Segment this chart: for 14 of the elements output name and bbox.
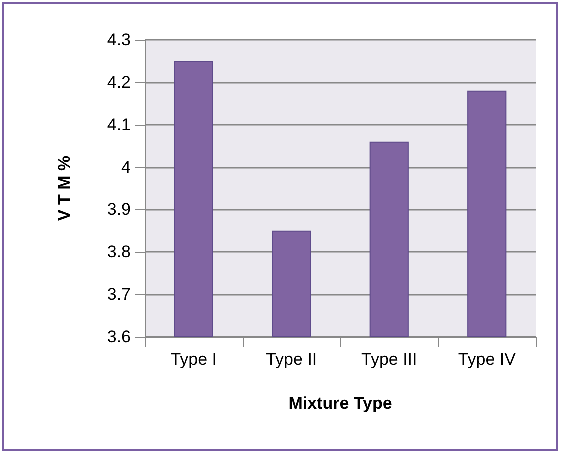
x-tick-label: Type I [170,350,218,369]
y-tick-label: 4 [122,158,131,177]
x-tick-label: Type IV [458,350,517,369]
y-tick-label: 4.2 [107,72,131,92]
y-tick-label: 3.6 [107,328,131,346]
x-axis-title: Mixture Type [288,394,392,413]
x-tick-label: Type III [362,350,418,369]
y-tick-label: 3.7 [107,285,131,304]
y-axis-title: V T M % [55,156,74,222]
y-tick-label: 3.8 [107,242,131,262]
y-tick-label: 4.3 [107,30,131,50]
y-tick-label: 4.1 [107,115,131,134]
x-tick-label: Type II [266,350,318,369]
y-tick-label: 3.9 [107,200,131,220]
